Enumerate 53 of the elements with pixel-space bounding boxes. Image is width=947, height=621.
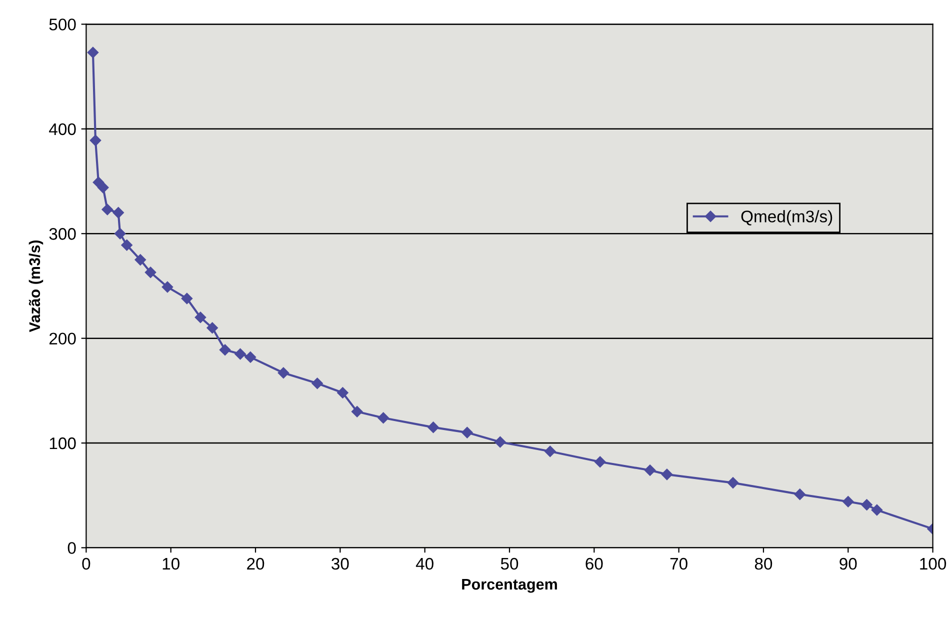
y-tick-label: 200	[49, 332, 76, 345]
x-tick-label: 50	[500, 558, 518, 570]
point	[644, 464, 656, 476]
point	[727, 477, 739, 488]
point	[219, 344, 231, 356]
legend-label: Qmed(m3/s)	[741, 210, 832, 226]
x-tick-label: 10	[162, 558, 180, 570]
y-tick-label: 400	[49, 123, 76, 136]
point	[462, 426, 473, 438]
x-tick-label: 90	[840, 558, 857, 570]
point	[234, 348, 246, 360]
point	[428, 422, 439, 433]
point	[544, 446, 556, 458]
point	[87, 46, 99, 58]
x-tick-label: 100	[920, 558, 946, 570]
point	[871, 504, 883, 516]
point	[112, 207, 124, 218]
point	[134, 254, 146, 266]
y-tick-label: 300	[49, 228, 76, 240]
point	[378, 412, 389, 424]
y-tick-label: 100	[50, 437, 76, 450]
x-tick-label: 80	[754, 558, 772, 570]
point	[194, 312, 206, 323]
x-tick-label: 40	[416, 558, 434, 570]
point	[594, 456, 606, 468]
x-tick-label: 60	[586, 558, 603, 570]
x-axis-title: Porcentagem	[462, 579, 557, 593]
point	[278, 367, 290, 378]
point	[337, 387, 348, 398]
point	[312, 378, 323, 389]
x-tick-label: 70	[670, 558, 688, 570]
point	[114, 228, 126, 240]
point	[162, 281, 174, 293]
point	[861, 499, 872, 510]
x-tick-label: 0	[82, 558, 90, 570]
y-tick-label: 0	[68, 542, 76, 554]
point	[494, 436, 506, 448]
point	[98, 182, 109, 194]
y-axis-title: Vazão (m3/s)	[28, 240, 44, 332]
point	[121, 240, 132, 251]
y-tick-label: 500	[49, 18, 76, 30]
point	[144, 266, 156, 278]
point	[90, 134, 102, 146]
point	[102, 204, 113, 216]
point	[244, 352, 256, 363]
x-tick-label: 30	[332, 558, 349, 570]
point	[794, 488, 806, 500]
point	[661, 468, 673, 480]
point	[351, 406, 363, 418]
point	[842, 496, 854, 508]
point	[206, 322, 218, 334]
x-tick-label: 20	[247, 558, 264, 570]
point	[181, 292, 193, 304]
